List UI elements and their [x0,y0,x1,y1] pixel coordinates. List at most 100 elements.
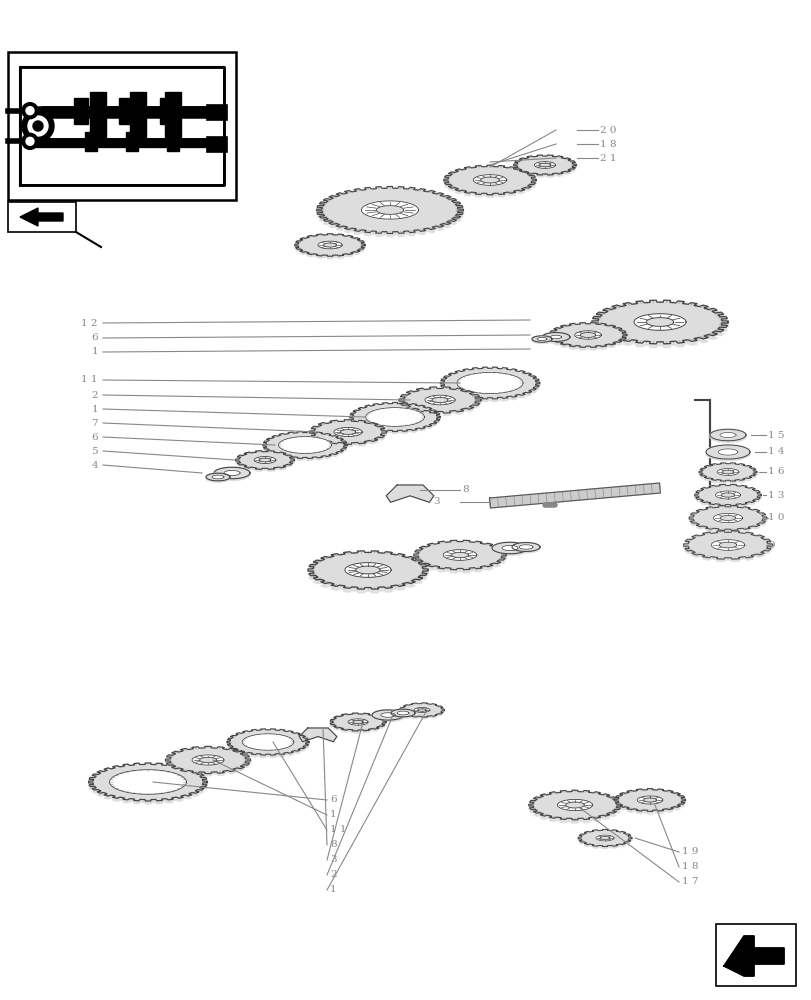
Polygon shape [242,734,294,750]
Bar [165,92,181,146]
Polygon shape [683,545,771,561]
Polygon shape [33,121,43,131]
Polygon shape [705,445,749,459]
Text: 8: 8 [461,486,468,494]
Polygon shape [719,516,735,520]
Polygon shape [710,540,744,550]
Polygon shape [694,484,761,506]
Polygon shape [548,335,626,350]
Polygon shape [376,206,403,214]
Polygon shape [333,427,362,437]
Text: 1 6: 1 6 [767,468,783,477]
Text: 1: 1 [92,348,98,357]
Polygon shape [595,835,613,841]
Polygon shape [528,805,620,823]
Polygon shape [350,417,440,433]
Polygon shape [637,796,662,804]
Polygon shape [294,234,365,256]
Polygon shape [489,483,659,508]
Bar [85,132,97,151]
Circle shape [22,103,38,119]
Text: 1: 1 [329,886,337,894]
Polygon shape [224,470,240,476]
Polygon shape [380,713,395,717]
Polygon shape [263,445,346,460]
Text: 1 2: 1 2 [81,318,98,328]
Polygon shape [444,165,535,195]
Polygon shape [200,757,216,763]
Polygon shape [418,709,426,711]
Polygon shape [480,177,499,183]
Bar [22,69,221,183]
Text: 3: 3 [433,497,440,506]
Polygon shape [440,383,539,401]
Polygon shape [513,165,576,177]
Polygon shape [28,116,48,136]
Polygon shape [227,729,309,755]
Polygon shape [22,110,54,142]
Polygon shape [348,719,367,725]
Polygon shape [414,555,505,573]
Polygon shape [399,710,444,719]
Bar [130,92,146,146]
Polygon shape [227,742,309,757]
Polygon shape [536,337,547,341]
Polygon shape [717,449,737,455]
Polygon shape [278,437,331,453]
Bar [167,132,178,151]
Polygon shape [307,551,427,589]
Circle shape [26,107,34,115]
Polygon shape [534,162,555,168]
Polygon shape [345,563,391,577]
Text: 6: 6 [92,432,98,442]
Polygon shape [235,451,294,469]
Polygon shape [309,432,386,447]
Polygon shape [214,467,250,479]
Polygon shape [391,709,414,717]
Polygon shape [556,799,592,811]
Polygon shape [720,493,734,497]
Polygon shape [574,331,601,339]
Polygon shape [444,180,535,197]
Polygon shape [501,545,517,551]
Polygon shape [165,760,251,776]
Polygon shape [353,720,363,724]
Circle shape [22,133,38,149]
Polygon shape [235,460,294,471]
Bar [119,98,133,124]
Polygon shape [512,547,539,553]
Text: 5: 5 [92,446,98,456]
Text: 4: 4 [92,460,98,470]
Polygon shape [298,728,337,742]
Polygon shape [330,713,385,731]
Polygon shape [539,163,550,167]
Text: 3: 3 [329,855,337,864]
Polygon shape [294,245,365,259]
Polygon shape [317,241,341,249]
Bar [8,52,236,200]
Polygon shape [386,485,433,502]
Polygon shape [414,540,505,570]
Polygon shape [309,420,386,444]
Polygon shape [698,472,756,483]
Text: 2: 2 [92,390,98,399]
Text: 2 1: 2 1 [599,154,616,163]
Polygon shape [577,829,631,847]
Polygon shape [88,763,207,801]
Polygon shape [316,186,463,234]
Text: 2 0: 2 0 [599,126,616,135]
Bar [160,98,174,124]
Text: 1: 1 [92,404,98,414]
Polygon shape [473,175,506,185]
Polygon shape [443,550,476,560]
Text: 1 7: 1 7 [681,878,697,886]
Polygon shape [541,337,569,343]
Polygon shape [614,800,684,814]
Text: 1 4: 1 4 [767,448,783,456]
Polygon shape [316,210,463,237]
Polygon shape [214,473,250,480]
Text: 7: 7 [92,418,98,428]
Polygon shape [719,432,736,438]
Polygon shape [512,543,539,551]
Polygon shape [633,314,685,330]
